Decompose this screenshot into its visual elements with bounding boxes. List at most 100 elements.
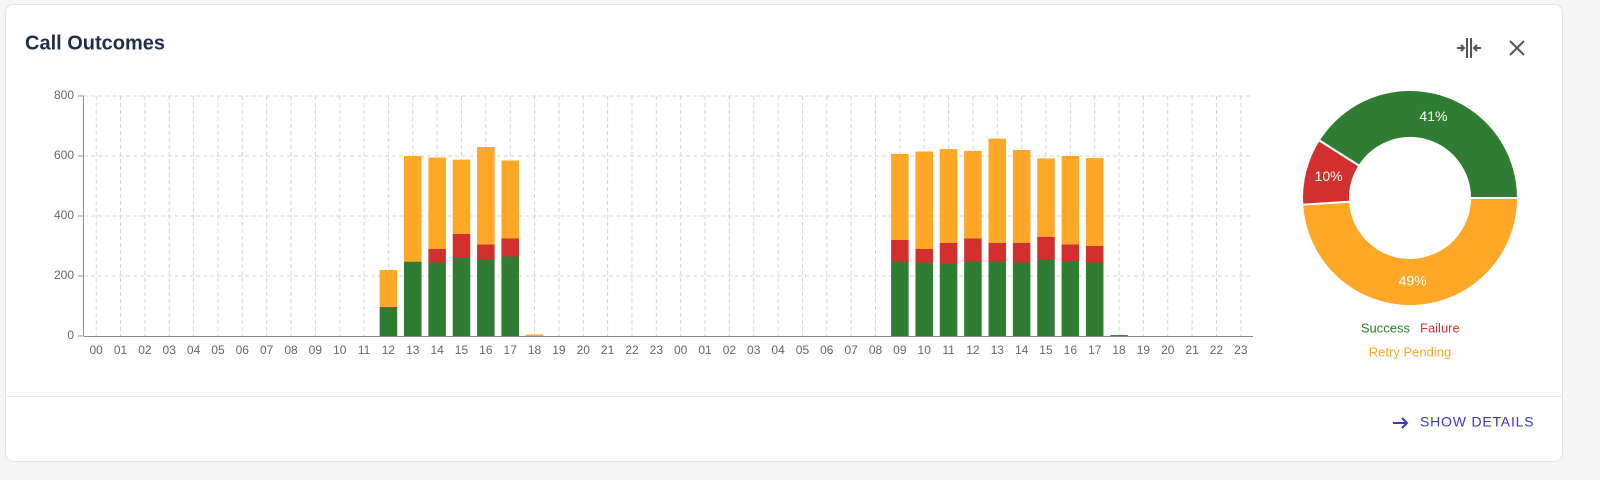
bar-segment [988, 243, 1007, 261]
x-tick-label: 15 [455, 343, 469, 357]
bar-segment [501, 256, 519, 336]
y-tick-label: 600 [54, 148, 74, 162]
bar-segment [428, 157, 446, 249]
bar-segment [939, 149, 958, 243]
x-tick-label: 16 [479, 343, 493, 357]
x-tick-label: 21 [601, 343, 615, 357]
bar-segment [939, 243, 958, 264]
x-tick-label: 03 [163, 343, 177, 357]
donut-slice [1301, 197, 1520, 308]
bar-segment [964, 238, 982, 261]
x-tick-label: 13 [991, 343, 1005, 357]
x-tick-label: 05 [796, 343, 810, 357]
bar-segment [525, 334, 544, 336]
x-tick-label: 04 [771, 343, 785, 357]
bar-segment [1085, 246, 1104, 263]
bar-segment [404, 261, 422, 336]
bar-segment [501, 238, 519, 257]
legend-entry: Failure [1420, 320, 1460, 335]
x-tick-label: 00 [89, 343, 103, 357]
bar-segment [891, 240, 909, 261]
bar-segment [1012, 150, 1031, 243]
bar-segment [1061, 244, 1080, 261]
x-tick-label: 14 [1015, 343, 1029, 357]
legend-entry: Success [1361, 320, 1411, 335]
y-tick-label: 200 [54, 268, 74, 282]
y-tick-label: 800 [54, 88, 74, 102]
bar-segment [1012, 243, 1031, 263]
x-tick-label: 13 [406, 343, 420, 357]
x-tick-label: 18 [528, 343, 542, 357]
x-tick-label: 04 [187, 343, 201, 357]
bar-segment [477, 244, 495, 260]
bar-segment [964, 150, 982, 239]
x-tick-label: 11 [942, 343, 955, 357]
bar-segment [915, 262, 933, 336]
x-tick-label: 10 [333, 343, 347, 357]
bar-segment [428, 249, 446, 263]
x-tick-label: 07 [260, 343, 274, 357]
bar-segment [452, 258, 471, 336]
close-icon[interactable] [1509, 40, 1525, 56]
x-tick-label: 11 [358, 343, 371, 357]
bar-segment [891, 153, 909, 240]
x-tick-label: 01 [114, 343, 128, 357]
x-tick-label: 17 [1088, 343, 1102, 357]
x-tick-label: 17 [504, 343, 518, 357]
x-tick-label: 01 [698, 343, 712, 357]
legend-entry: Retry Pending [1369, 344, 1451, 359]
x-tick-label: 20 [577, 343, 591, 357]
bar-segment [988, 261, 1007, 336]
bar-segment [477, 259, 495, 336]
x-tick-label: 22 [1210, 343, 1224, 357]
bar-segment [1061, 261, 1080, 336]
x-tick-label: 00 [674, 343, 688, 357]
x-tick-label: 08 [284, 343, 298, 357]
x-tick-label: 10 [918, 343, 932, 357]
donut-slice [1317, 89, 1520, 199]
bar-segment [477, 147, 495, 245]
x-tick-label: 06 [820, 343, 834, 357]
x-tick-label: 22 [625, 343, 639, 357]
x-tick-label: 14 [430, 343, 444, 357]
bar-segment [1037, 259, 1055, 336]
show-details[interactable]: SHOW DETAILS [1420, 414, 1534, 430]
collapse-icon[interactable] [1457, 38, 1481, 58]
bar-segment [1085, 262, 1104, 336]
bar-segment [1037, 158, 1055, 237]
bar-segment [379, 306, 398, 336]
x-tick-label: 20 [1161, 343, 1175, 357]
bar-segment [1037, 237, 1055, 260]
x-tick-label: 07 [844, 343, 858, 357]
x-tick-label: 02 [138, 343, 152, 357]
x-tick-label: 16 [1064, 343, 1078, 357]
x-tick-label: 06 [236, 343, 250, 357]
bar-segment [452, 159, 471, 234]
x-tick-label: 21 [1185, 343, 1199, 357]
slice-label: 10% [1315, 168, 1343, 184]
y-tick-label: 400 [54, 208, 74, 222]
x-tick-label: 08 [869, 343, 883, 357]
show-details-link[interactable]: SHOW DETAILS [1393, 414, 1534, 430]
slice-label: 49% [1399, 273, 1427, 289]
bar-segment [964, 261, 982, 336]
bar-segment [404, 156, 422, 262]
bar-segment [428, 262, 446, 336]
x-tick-label: 05 [211, 343, 225, 357]
bar-segment [1012, 262, 1031, 336]
bar-segment [452, 234, 471, 258]
x-tick-label: 03 [747, 343, 761, 357]
x-tick-label: 19 [552, 343, 566, 357]
bar-segment [915, 151, 933, 249]
x-tick-label: 12 [966, 343, 980, 357]
x-tick-label: 19 [1137, 343, 1151, 357]
card-title: Call Outcomes [25, 32, 165, 54]
x-tick-label: 15 [1039, 343, 1053, 357]
bar-segment [379, 270, 398, 307]
x-tick-label: 18 [1112, 343, 1126, 357]
x-tick-label: 09 [309, 343, 323, 357]
x-tick-label: 12 [382, 343, 396, 357]
